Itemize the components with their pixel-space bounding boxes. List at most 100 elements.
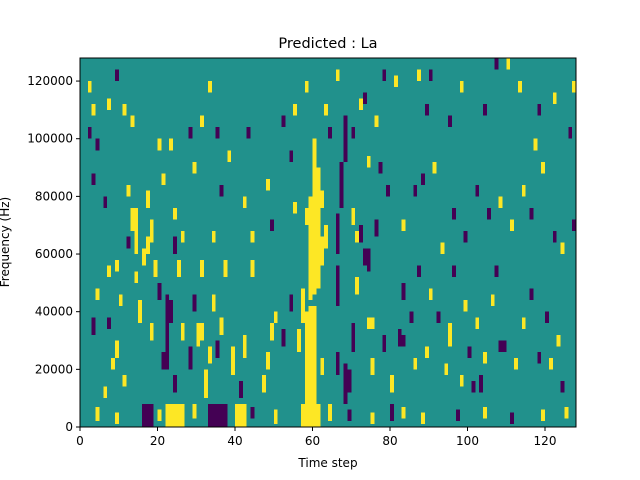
heatmap-cell-high xyxy=(157,409,162,422)
heatmap-cell-low xyxy=(471,380,476,393)
heatmap-cell-low xyxy=(452,265,456,278)
heatmap-cell-high xyxy=(316,403,321,427)
x-tick-label: 20 xyxy=(150,434,165,448)
y-tick-label: 120000 xyxy=(27,74,73,88)
heatmap-cell-high xyxy=(180,230,185,243)
heatmap-cell-high xyxy=(355,230,360,243)
heatmap-cell-high xyxy=(250,259,255,278)
heatmap-cell-high xyxy=(293,202,298,214)
heatmap-cell-low xyxy=(107,317,112,329)
heatmap-cell-low xyxy=(401,282,406,301)
heatmap-cell-high xyxy=(521,317,526,329)
heatmap-cell-low xyxy=(529,288,534,301)
heatmap-cell-low xyxy=(188,127,193,139)
heatmap-cell-low xyxy=(448,115,453,128)
heatmap-cell-high xyxy=(149,219,154,243)
heatmap-cell-high xyxy=(316,167,321,289)
heatmap-cell-high xyxy=(300,288,305,324)
heatmap-cell-high xyxy=(266,179,270,191)
heatmap-cell-low xyxy=(560,380,565,393)
heatmap-cell-high xyxy=(114,259,119,272)
heatmap-cell-high xyxy=(169,403,174,427)
heatmap-cell-low xyxy=(494,58,499,70)
heatmap-cell-high xyxy=(211,230,216,243)
heatmap-cell-low xyxy=(413,184,418,197)
heatmap-cell-low xyxy=(494,265,499,278)
heatmap-cell-low xyxy=(335,352,340,376)
heatmap-cell-low xyxy=(401,334,406,347)
heatmap-cell-high xyxy=(483,406,487,419)
heatmap-cell-high xyxy=(548,357,553,370)
heatmap-cell-low xyxy=(343,363,348,404)
heatmap-cell-low xyxy=(455,409,460,422)
heatmap-cell-low xyxy=(545,311,549,324)
heatmap-cell-high xyxy=(475,317,480,329)
heatmap-cell-high xyxy=(273,311,278,324)
heatmap-cell-low xyxy=(537,104,542,116)
x-tick-label: 100 xyxy=(456,434,479,448)
heatmap-cell-high xyxy=(242,334,247,358)
heatmap-cells xyxy=(80,58,577,427)
heatmap-cell-low xyxy=(335,265,340,306)
heatmap-cell-low xyxy=(219,184,224,197)
heatmap-cell-high xyxy=(432,161,437,174)
heatmap-cell-high xyxy=(192,403,197,419)
heatmap-cell-low xyxy=(552,230,557,243)
x-axis-ticks: 0 20 40 60 80 100 120 xyxy=(76,427,556,448)
heatmap-cell-low xyxy=(502,340,507,353)
x-axis-label: Time step xyxy=(297,456,357,470)
heatmap-cell-low xyxy=(397,328,402,347)
heatmap-cell-low xyxy=(219,403,224,427)
heatmap-cell-high xyxy=(200,259,205,278)
heatmap-cell-high xyxy=(541,161,546,174)
x-tick-label: 80 xyxy=(382,434,397,448)
heatmap-cell-high xyxy=(572,81,577,93)
heatmap-cell-low xyxy=(359,225,363,243)
heatmap-cell-high xyxy=(320,190,325,208)
heatmap-cell-high xyxy=(304,207,309,226)
heatmap-cell-low xyxy=(87,127,92,139)
heatmap-cell-low xyxy=(351,127,356,139)
heatmap-cell-high xyxy=(421,412,425,425)
heatmap-cell-high xyxy=(126,184,131,197)
heatmap-cell-high xyxy=(192,161,197,174)
heatmap-cell-high xyxy=(560,242,565,255)
heatmap-cell-high xyxy=(107,98,112,110)
heatmap-cell-high xyxy=(448,323,453,347)
heatmap-cell-high xyxy=(312,403,317,427)
heatmap-cell-high xyxy=(111,357,115,370)
heatmap-cell-high xyxy=(366,156,371,168)
heatmap-cell-high xyxy=(541,409,546,422)
heatmap-cell-low xyxy=(347,369,352,393)
heatmap-cell-high xyxy=(564,406,569,419)
y-tick-label: 100000 xyxy=(27,132,73,146)
y-tick-label: 80000 xyxy=(35,189,73,203)
heatmap-cell-high xyxy=(359,98,363,110)
heatmap-cell-high xyxy=(242,196,247,208)
heatmap-cell-low xyxy=(91,317,96,335)
heatmap-cell-low xyxy=(165,352,170,370)
heatmap-cell-high xyxy=(374,115,379,128)
heatmap-cell-low xyxy=(510,412,515,425)
heatmap-cell-high xyxy=(514,357,518,370)
heatmap-cell-high xyxy=(370,317,375,329)
heatmap-cell-high xyxy=(173,403,177,427)
heatmap-cell-low xyxy=(339,161,344,208)
heatmap-cell-low xyxy=(537,352,542,364)
heatmap-cell-high xyxy=(161,173,166,185)
heatmap-cell-low xyxy=(149,403,154,427)
heatmap-cell-high xyxy=(312,305,317,404)
heatmap-cell-high xyxy=(366,317,371,329)
heatmap-cell-high xyxy=(149,323,154,341)
heatmap-cell-high xyxy=(459,81,464,93)
heatmap-cell-low xyxy=(215,127,220,139)
heatmap-cell-high xyxy=(297,328,301,353)
heatmap-cell-high xyxy=(490,294,495,306)
heatmap-cell-high xyxy=(440,242,445,255)
chart-title: Predicted : La xyxy=(278,36,377,52)
heatmap-cell-high xyxy=(176,403,181,427)
heatmap-cell-low xyxy=(421,173,425,185)
heatmap-cell-high xyxy=(308,305,313,404)
heatmap-cell-high xyxy=(95,406,100,422)
heatmap-cell-high xyxy=(510,219,515,231)
